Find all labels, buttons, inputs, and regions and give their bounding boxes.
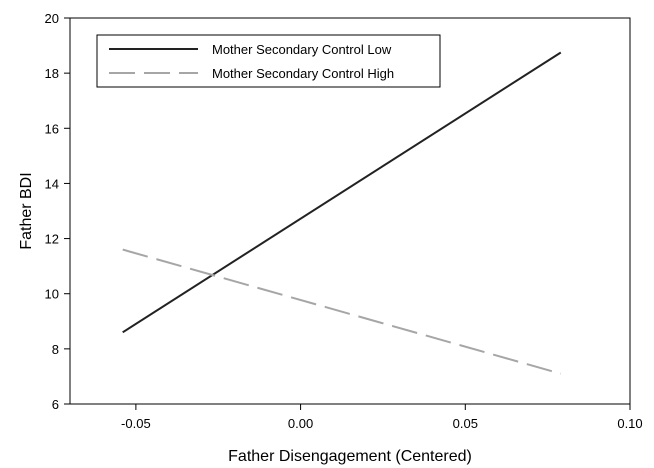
- legend-label-high: Mother Secondary Control High: [212, 66, 394, 81]
- x-axis-ticks: -0.05 0.00 0.05 0.10: [121, 404, 643, 431]
- y-tick-label: 10: [45, 287, 59, 302]
- x-tick-label: 0.10: [617, 416, 642, 431]
- x-tick-label: 0.00: [288, 416, 313, 431]
- series-line-low: [122, 51, 562, 334]
- x-axis-title: Father Disengagement (Centered): [228, 448, 472, 465]
- y-tick-label: 18: [45, 66, 59, 81]
- y-axis-title: Father BDI: [18, 172, 35, 249]
- x-tick-label: -0.05: [121, 416, 151, 431]
- y-tick-label: 20: [45, 11, 59, 26]
- y-axis-ticks: 6 8 10 12 14 16 18 20: [45, 11, 70, 412]
- y-tick-label: 12: [45, 232, 59, 247]
- y-tick-label: 8: [52, 342, 59, 357]
- series-layer: [122, 51, 562, 375]
- x-tick-label: 0.05: [453, 416, 478, 431]
- legend-box: [96, 34, 441, 88]
- y-tick-label: 16: [45, 121, 59, 136]
- y-tick-label: 6: [52, 397, 59, 412]
- legend-label-low: Mother Secondary Control Low: [212, 42, 392, 57]
- y-tick-label: 14: [45, 176, 59, 191]
- legend: Mother Secondary Control Low Mother Seco…: [96, 34, 441, 88]
- series-line-high: [122, 248, 562, 375]
- plot-frame: [69, 17, 631, 405]
